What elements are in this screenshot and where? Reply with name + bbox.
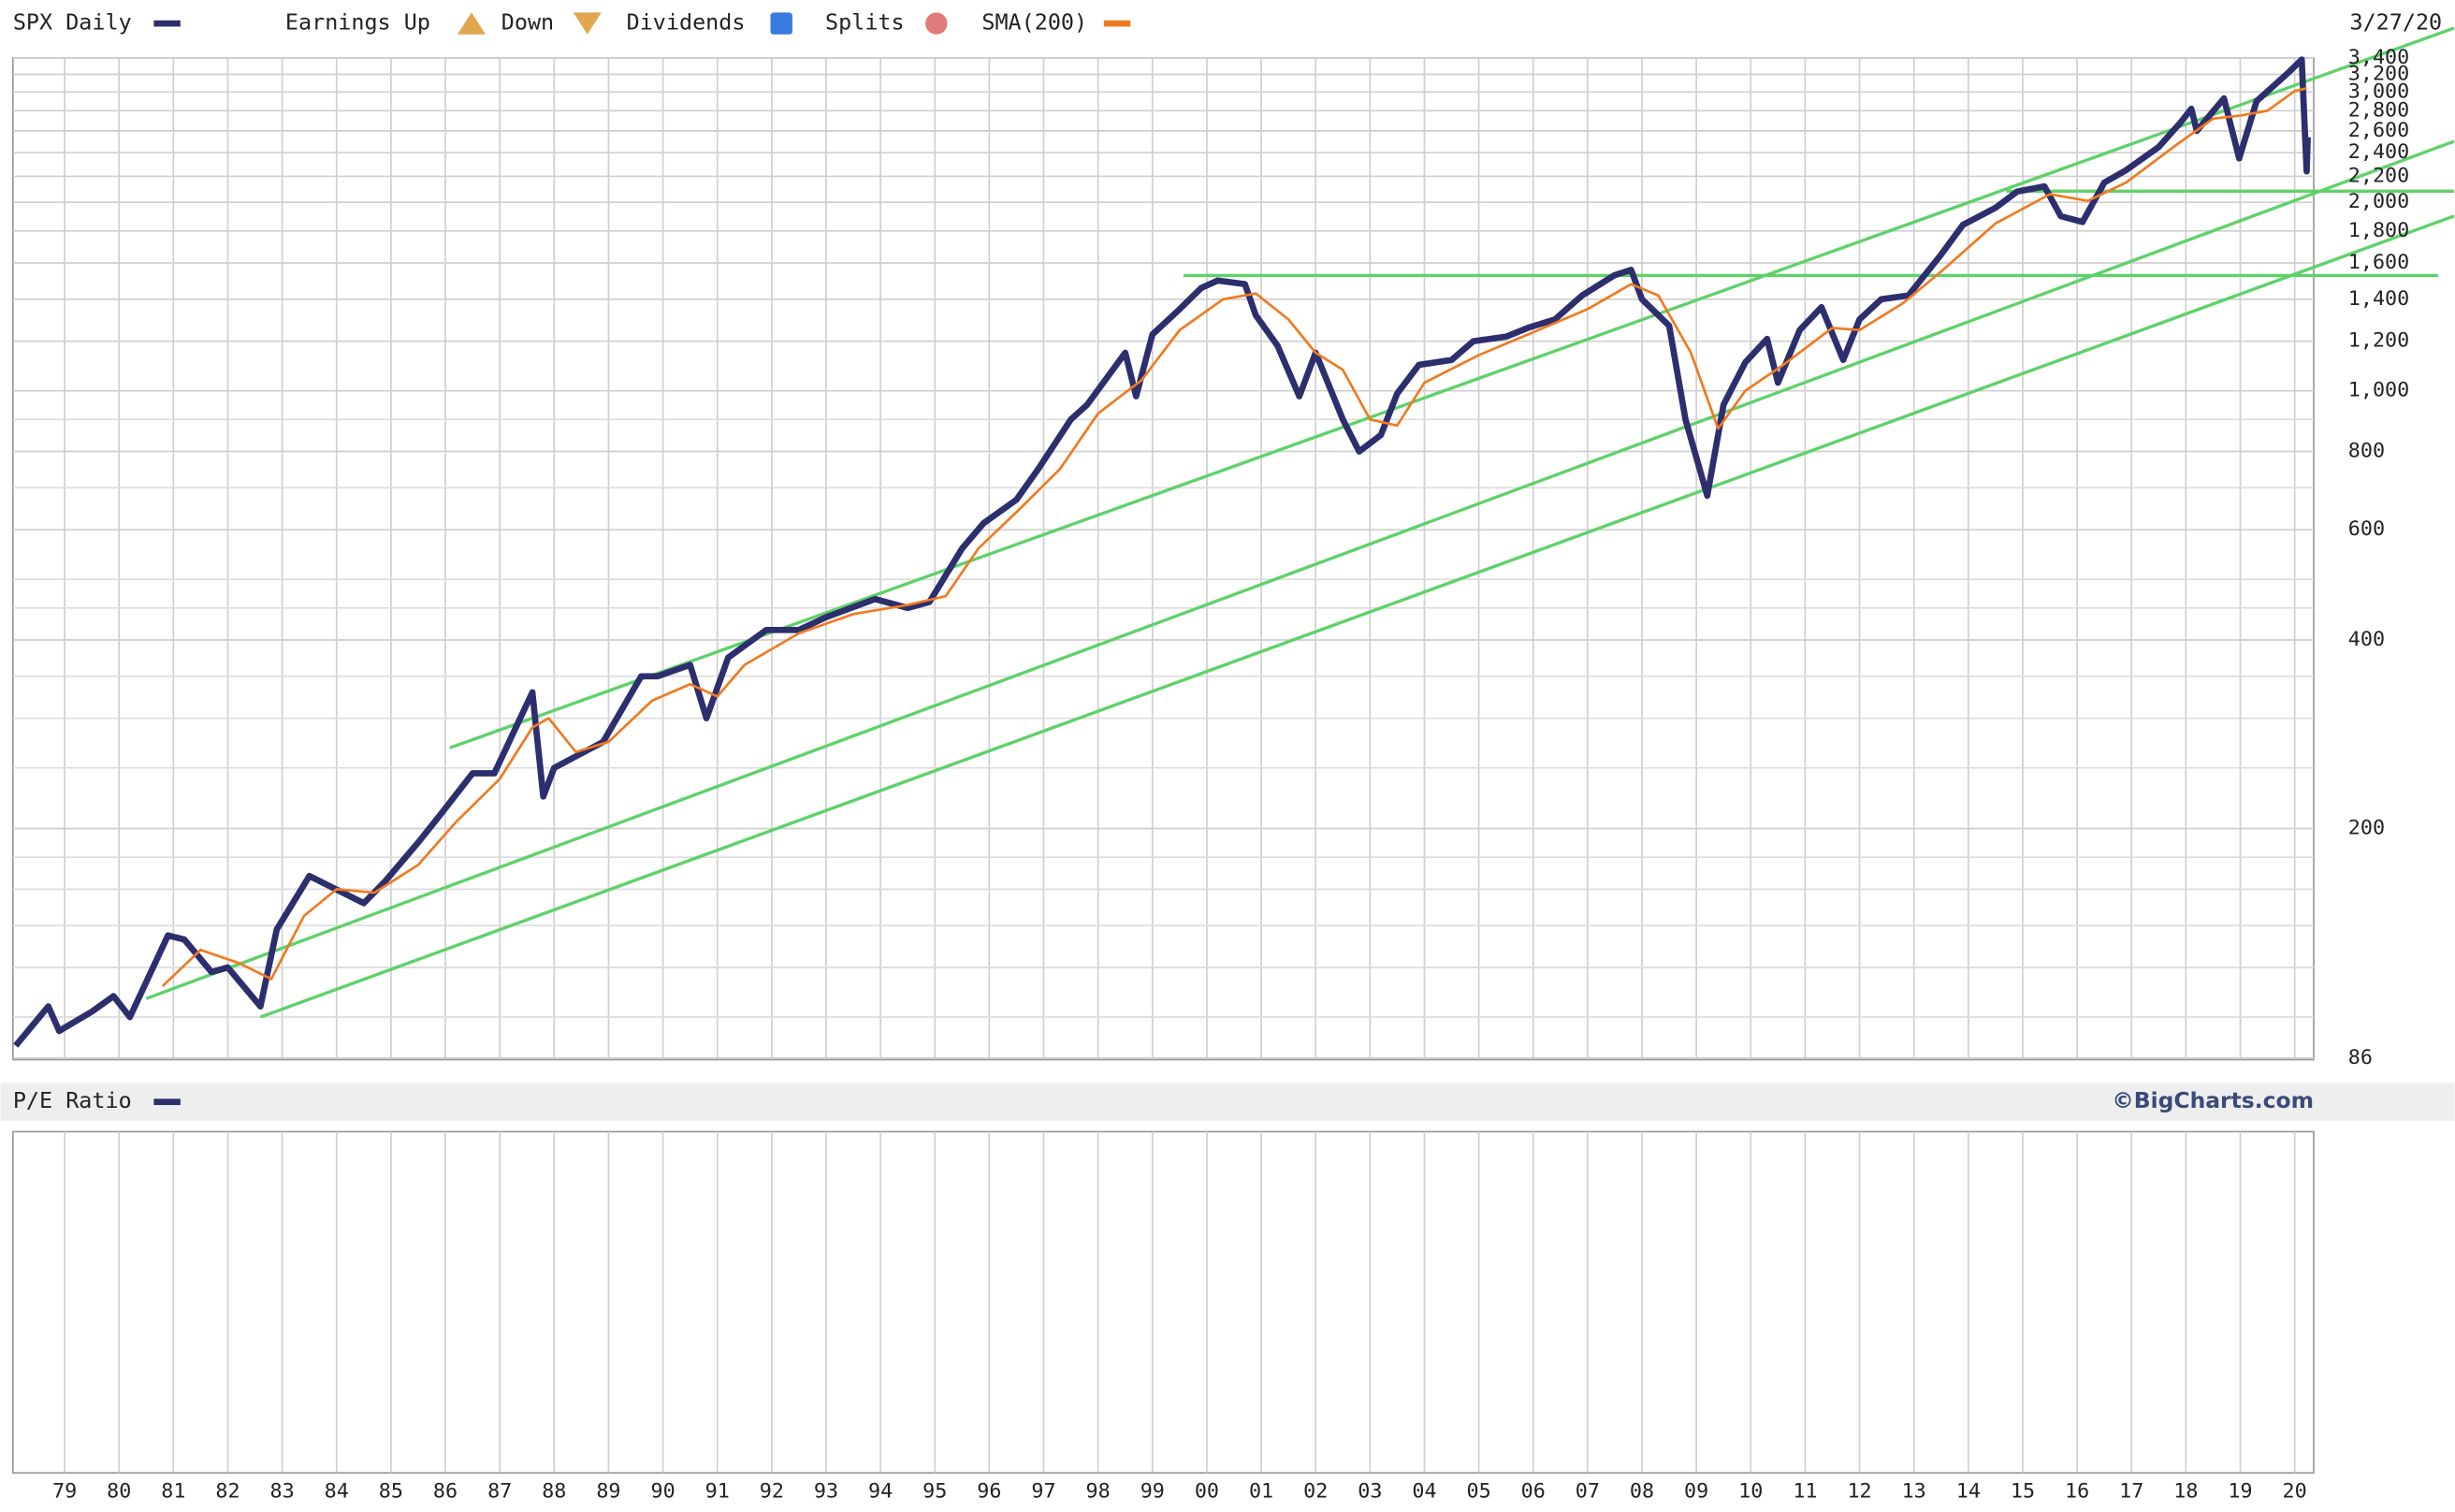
y-tick-label: 2,200 xyxy=(2348,164,2409,187)
x-tick-label: 05 xyxy=(1467,1479,1491,1503)
x-tick-label: 87 xyxy=(487,1479,512,1503)
x-tick-label: 14 xyxy=(1956,1479,1981,1503)
x-tick-label: 85 xyxy=(379,1479,403,1503)
legend-label: SPX Daily xyxy=(13,9,132,36)
legend-label: SMA(200) xyxy=(981,9,1087,36)
x-tick-label: 80 xyxy=(107,1479,131,1503)
x-tick-label: 08 xyxy=(1630,1479,1654,1503)
splits-icon xyxy=(925,12,948,35)
panel-legend-swatch xyxy=(153,1098,181,1106)
lower-plot-frame xyxy=(12,1130,2315,1475)
x-tick-label: 92 xyxy=(760,1479,784,1503)
chart-date: 3/27/20 xyxy=(2349,9,2442,36)
x-tick-label: 01 xyxy=(1249,1479,1273,1503)
y-tick-label: 1,200 xyxy=(2348,329,2409,353)
x-tick-label: 83 xyxy=(270,1479,295,1503)
y-tick-label: 600 xyxy=(2348,517,2385,541)
x-tick-label: 10 xyxy=(1738,1479,1763,1503)
grid xyxy=(12,57,2314,1474)
y-tick-label: 2,400 xyxy=(2348,140,2409,164)
y-tick-label: 2,000 xyxy=(2348,190,2409,213)
x-tick-label: 96 xyxy=(977,1479,1001,1503)
y-tick-label: 86 xyxy=(2348,1046,2373,1069)
x-tick-label: 13 xyxy=(1902,1479,1926,1503)
x-tick-label: 95 xyxy=(922,1479,947,1503)
y-tick-label: 3,400 xyxy=(2348,46,2409,69)
legend-label: Splits xyxy=(825,9,905,36)
panel-header xyxy=(0,1083,2455,1121)
y-tick-label: 1,600 xyxy=(2348,251,2409,274)
x-tick-label: 03 xyxy=(1358,1479,1382,1503)
trend-line xyxy=(145,139,2455,1000)
y-tick-label: 3,000 xyxy=(2348,80,2409,103)
x-tick-label: 02 xyxy=(1303,1479,1328,1503)
x-tick-label: 12 xyxy=(1847,1479,1871,1503)
legend-label: Dividends xyxy=(627,9,746,36)
legend-label: Earnings Up xyxy=(285,9,430,36)
earnings-down-icon xyxy=(573,12,602,35)
x-tick-label: 07 xyxy=(1576,1479,1600,1503)
x-tick-label: 97 xyxy=(1031,1479,1055,1503)
y-tick-label: 200 xyxy=(2348,817,2385,840)
x-tick-label: 93 xyxy=(814,1479,838,1503)
y-tick-label: 3,200 xyxy=(2348,63,2409,86)
x-tick-label: 00 xyxy=(1195,1479,1219,1503)
marks xyxy=(13,26,2455,1048)
x-tick-label: 11 xyxy=(1793,1479,1817,1503)
x-tick-label: 16 xyxy=(2065,1479,2089,1503)
earnings-up-icon xyxy=(457,12,487,35)
y-tick-label: 2,800 xyxy=(2348,98,2409,122)
y-tick-label: 400 xyxy=(2348,628,2385,651)
x-tick-label: 86 xyxy=(433,1479,458,1503)
x-tick-label: 91 xyxy=(705,1479,730,1503)
x-tick-label: 84 xyxy=(325,1479,349,1503)
x-tick-label: 79 xyxy=(52,1479,77,1503)
x-tick-label: 82 xyxy=(215,1479,240,1503)
x-tick-label: 88 xyxy=(542,1479,566,1503)
x-tick-label: 09 xyxy=(1684,1479,1708,1503)
x-tick-label: 90 xyxy=(650,1479,675,1503)
y-tick-label: 800 xyxy=(2348,440,2385,463)
y-tick-label: 1,400 xyxy=(2348,287,2409,311)
y-tick-label: 1,800 xyxy=(2348,219,2409,242)
x-tick-label: 04 xyxy=(1412,1479,1436,1503)
x-tick-label: 81 xyxy=(161,1479,185,1503)
legend-swatch xyxy=(1103,20,1131,27)
x-tick-label: 99 xyxy=(1140,1479,1165,1503)
panel-title: P/E Ratio xyxy=(13,1087,132,1113)
trend-line xyxy=(259,214,2455,1019)
price-line xyxy=(13,56,2311,1048)
y-tick-label: 2,600 xyxy=(2348,119,2409,142)
legend-label: Down xyxy=(501,9,554,36)
sma-line xyxy=(161,87,2307,988)
x-tick-label: 20 xyxy=(2283,1479,2307,1503)
y-tick-label: 1,000 xyxy=(2348,379,2409,402)
x-tick-label: 89 xyxy=(596,1479,620,1503)
credit: ©BigCharts.com xyxy=(2112,1087,2314,1113)
x-tick-label: 19 xyxy=(2228,1479,2252,1503)
legend-swatch xyxy=(153,20,181,27)
dividends-icon xyxy=(770,12,792,35)
x-tick-label: 15 xyxy=(2011,1479,2035,1503)
x-tick-label: 18 xyxy=(2173,1479,2198,1503)
x-tick-label: 94 xyxy=(868,1479,893,1503)
x-tick-label: 98 xyxy=(1086,1479,1111,1503)
x-tick-label: 17 xyxy=(2119,1479,2143,1503)
x-tick-label: 06 xyxy=(1521,1479,1546,1503)
